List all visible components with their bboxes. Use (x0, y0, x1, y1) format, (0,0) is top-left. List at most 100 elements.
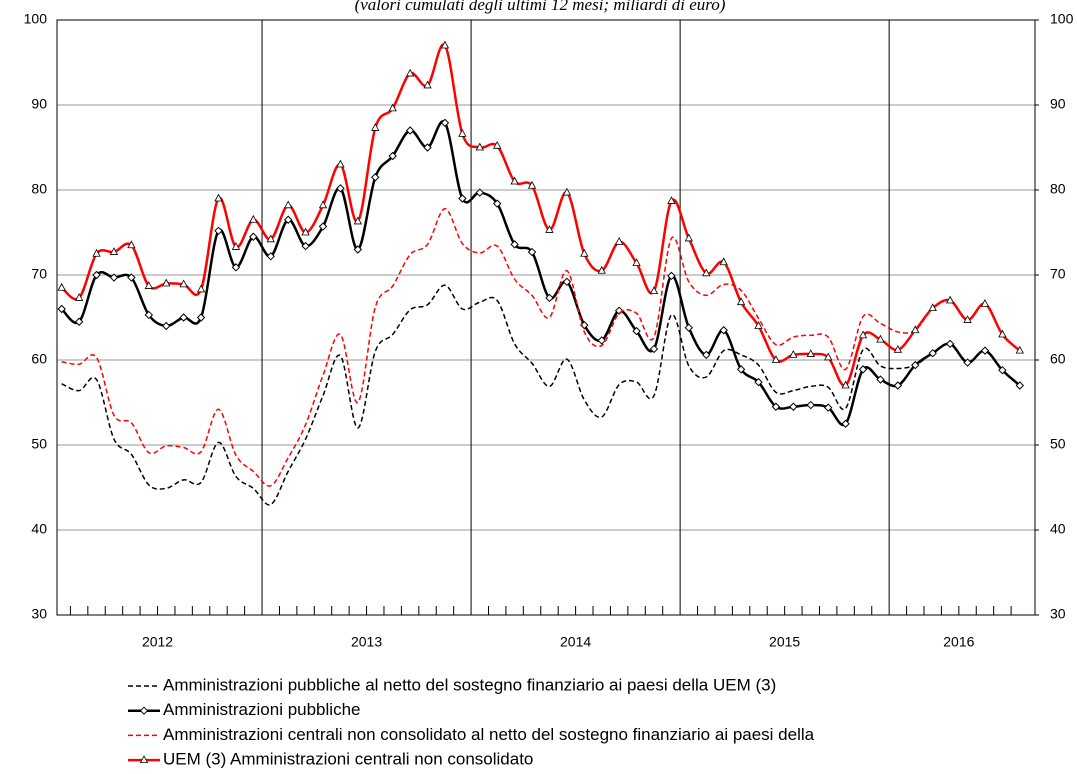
marker (806, 400, 815, 410)
marker (109, 247, 119, 255)
marker (527, 247, 537, 257)
marker (266, 252, 275, 261)
marker (771, 355, 781, 363)
y-tick-label: 50 (31, 436, 47, 452)
marker (824, 352, 833, 361)
marker (841, 380, 850, 389)
marker (144, 310, 154, 320)
marker (144, 281, 153, 289)
marker (893, 344, 903, 353)
x-tick-label: 2012 (142, 634, 173, 650)
marker (980, 299, 990, 307)
marker (667, 271, 676, 281)
marker (1015, 381, 1025, 390)
marker (301, 241, 310, 251)
y2-tick-label: 100 (1050, 11, 1074, 27)
marker (719, 257, 728, 266)
marker (632, 326, 641, 336)
marker (580, 248, 589, 257)
marker (92, 270, 101, 280)
legend-label: UEM (3) Amministrazioni centrali non con… (163, 750, 533, 769)
marker (388, 103, 397, 112)
marker (92, 248, 101, 257)
marker (963, 358, 972, 367)
x-tick-label: 2015 (769, 634, 800, 650)
y-tick-label: 80 (31, 181, 47, 197)
y2-tick-label: 90 (1050, 96, 1066, 112)
marker (823, 403, 833, 412)
marker (876, 375, 885, 384)
marker (423, 143, 432, 152)
marker (649, 344, 659, 354)
series-line (61, 284, 1021, 506)
y-tick-label: 40 (31, 521, 47, 537)
marker (1015, 345, 1024, 354)
marker (249, 214, 258, 223)
marker (388, 151, 397, 161)
marker (789, 402, 798, 411)
marker (162, 278, 171, 287)
marker (162, 321, 171, 331)
marker (736, 365, 746, 374)
marker (597, 336, 606, 345)
marker (57, 304, 66, 314)
marker (702, 350, 711, 360)
marker (196, 284, 206, 293)
y2-tick-label: 50 (1050, 436, 1066, 452)
marker (893, 381, 903, 390)
marker (231, 242, 241, 250)
x-tick-label: 2013 (351, 634, 382, 650)
marker (249, 232, 258, 241)
marker (754, 377, 763, 387)
marker (405, 68, 415, 77)
marker (510, 240, 519, 249)
marker (928, 348, 937, 358)
legend-label: Amministrazioni centrali non consolidato… (163, 725, 815, 744)
marker (945, 295, 955, 304)
marker (127, 273, 136, 282)
marker (945, 339, 955, 349)
marker (423, 80, 432, 89)
legend-label: Amministrazioni pubbliche (163, 700, 360, 719)
marker (841, 419, 850, 428)
marker (911, 325, 920, 334)
y-tick-label: 60 (31, 351, 47, 367)
x-tick-label: 2016 (943, 634, 974, 650)
marker (876, 334, 885, 343)
marker (736, 297, 746, 306)
y2-tick-label: 30 (1050, 606, 1066, 622)
marker (928, 303, 937, 312)
marker (667, 196, 676, 204)
marker (649, 286, 659, 295)
marker (562, 187, 572, 196)
marker (440, 118, 450, 128)
series-line (61, 207, 1021, 487)
marker (719, 326, 728, 335)
marker (371, 173, 380, 182)
marker (214, 193, 223, 202)
marker (562, 277, 572, 287)
marker (493, 199, 502, 208)
marker (458, 129, 467, 137)
marker (127, 240, 136, 249)
marker (109, 273, 119, 282)
marker (318, 222, 328, 231)
marker (493, 140, 502, 149)
marker (57, 282, 66, 291)
marker (963, 315, 972, 323)
marker (980, 346, 990, 355)
marker (789, 350, 798, 358)
marker (545, 225, 554, 233)
marker (336, 159, 345, 168)
marker (806, 349, 815, 357)
marker (74, 293, 84, 301)
marker (527, 180, 537, 189)
marker (475, 142, 484, 151)
y-tick-label: 30 (31, 606, 47, 622)
plot-frame (56, 19, 1036, 616)
y-tick-label: 90 (31, 96, 47, 112)
marker (179, 279, 188, 288)
marker (475, 188, 484, 197)
marker (754, 321, 763, 329)
marker (266, 234, 275, 243)
